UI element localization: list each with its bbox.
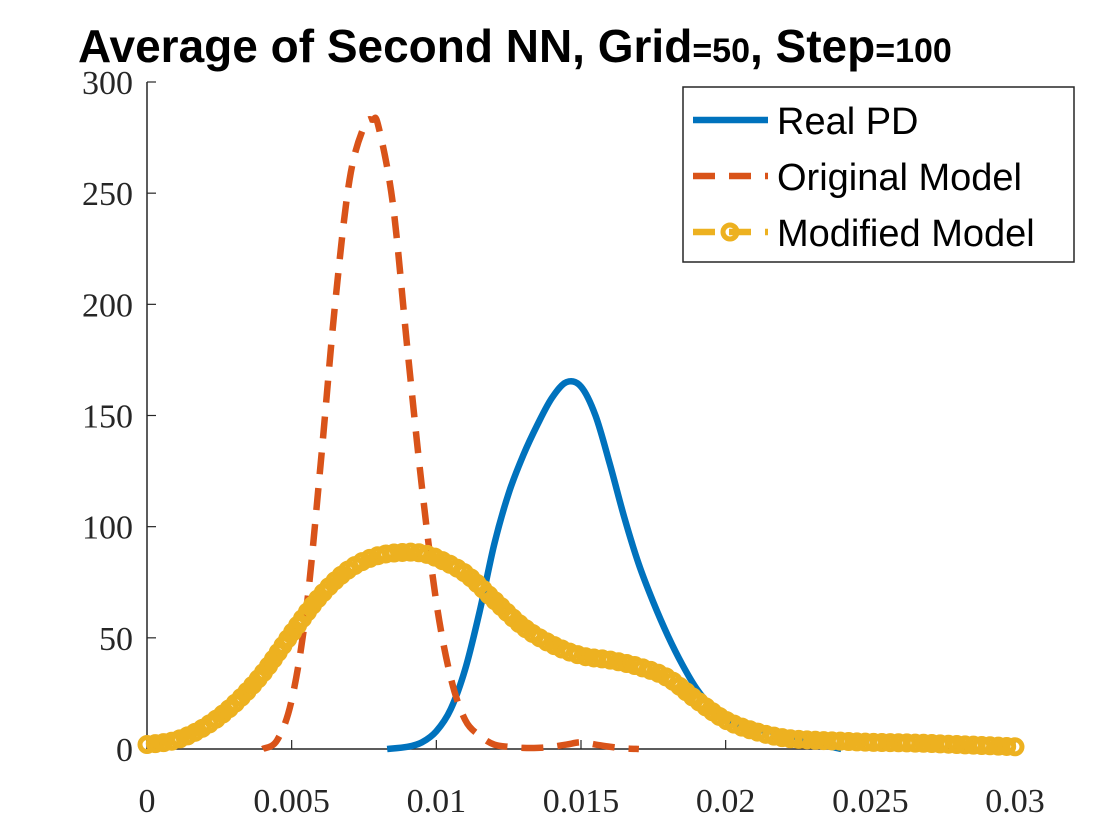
series-line-original-model bbox=[261, 114, 640, 753]
legend-label-original-model: Original Model bbox=[777, 157, 1022, 199]
series-marker bbox=[889, 733, 909, 753]
y-tick-label: 200 bbox=[82, 287, 133, 324]
x-tick-label: 0.01 bbox=[407, 783, 467, 820]
series-marker bbox=[955, 735, 975, 755]
series-marker bbox=[368, 546, 388, 566]
chart-title-step-label: , Step bbox=[750, 20, 875, 72]
x-tick-label: 0.03 bbox=[985, 783, 1045, 820]
y-tick-label: 50 bbox=[99, 621, 133, 658]
series-marker bbox=[922, 734, 942, 754]
series-marker bbox=[780, 729, 800, 749]
series-marker bbox=[855, 732, 875, 752]
legend-sample-modified-marker bbox=[720, 222, 740, 242]
chart-title-grid-value: =50 bbox=[692, 32, 750, 70]
series-marker bbox=[972, 735, 992, 755]
series-marker bbox=[805, 730, 825, 750]
tick-labels: 0 0.005 0.01 0.015 0.02 0.025 0.03 0 50 100 150 200… bbox=[82, 65, 1045, 820]
y-tick-label: 300 bbox=[82, 65, 133, 102]
x-tick-label: 0.005 bbox=[253, 783, 330, 820]
series-marker bbox=[576, 647, 596, 667]
series-marker bbox=[988, 736, 1008, 756]
series-marker bbox=[839, 732, 859, 752]
chart-title: Average of Second NN, Grid=50, Step=100 bbox=[78, 20, 952, 72]
series-marker bbox=[947, 735, 967, 755]
series-marker bbox=[154, 733, 174, 753]
series-marker bbox=[938, 734, 958, 754]
legend-label-real-pd: Real PD bbox=[777, 101, 919, 143]
series-marker bbox=[980, 736, 1000, 756]
series-marker bbox=[814, 731, 834, 751]
series-marker bbox=[830, 731, 850, 751]
y-tick-label: 250 bbox=[82, 176, 133, 213]
x-tick-label: 0 bbox=[139, 783, 156, 820]
series-marker bbox=[1005, 737, 1025, 757]
series-marker bbox=[600, 650, 620, 670]
series-marker bbox=[401, 542, 421, 562]
series-marker bbox=[963, 735, 983, 755]
series-marker bbox=[409, 543, 429, 563]
series-marker bbox=[609, 652, 629, 672]
y-tick-label: 0 bbox=[116, 732, 133, 769]
series-marker bbox=[797, 730, 817, 750]
series-marker bbox=[880, 733, 900, 753]
series-marker bbox=[914, 733, 934, 753]
plot-area bbox=[137, 114, 1025, 757]
legend-label-modified-model: Modified Model bbox=[777, 213, 1035, 255]
series-marker bbox=[897, 733, 917, 753]
y-tick-label: 100 bbox=[82, 510, 133, 547]
x-tick-label: 0.025 bbox=[832, 783, 909, 820]
series-marker bbox=[789, 729, 809, 749]
x-tick-label: 0.015 bbox=[543, 783, 620, 820]
series-marker bbox=[392, 542, 412, 562]
series-marker bbox=[592, 649, 612, 669]
series-marker bbox=[847, 732, 867, 752]
series-marker bbox=[822, 731, 842, 751]
series-marker bbox=[145, 734, 165, 754]
series-marker bbox=[997, 736, 1017, 756]
series-marker bbox=[872, 733, 892, 753]
series-marker bbox=[137, 735, 157, 755]
y-tick-label: 150 bbox=[82, 399, 133, 436]
series-marker bbox=[864, 732, 884, 752]
legend: Real PD Original Model Modified Model bbox=[682, 86, 1075, 263]
x-tick-label: 0.02 bbox=[696, 783, 756, 820]
series-marker bbox=[930, 734, 950, 754]
series-original-model bbox=[261, 114, 640, 753]
series-modified-model bbox=[137, 542, 1025, 757]
series-marker bbox=[764, 726, 784, 746]
chart-title-main: Average of Second NN, Grid bbox=[78, 20, 692, 72]
series-marker bbox=[905, 733, 925, 753]
chart-title-step-value: =100 bbox=[875, 32, 952, 70]
series-marker bbox=[384, 543, 404, 563]
series-marker bbox=[756, 724, 776, 744]
series-marker bbox=[376, 544, 396, 564]
series-marker bbox=[772, 728, 792, 748]
series-marker bbox=[584, 648, 604, 668]
